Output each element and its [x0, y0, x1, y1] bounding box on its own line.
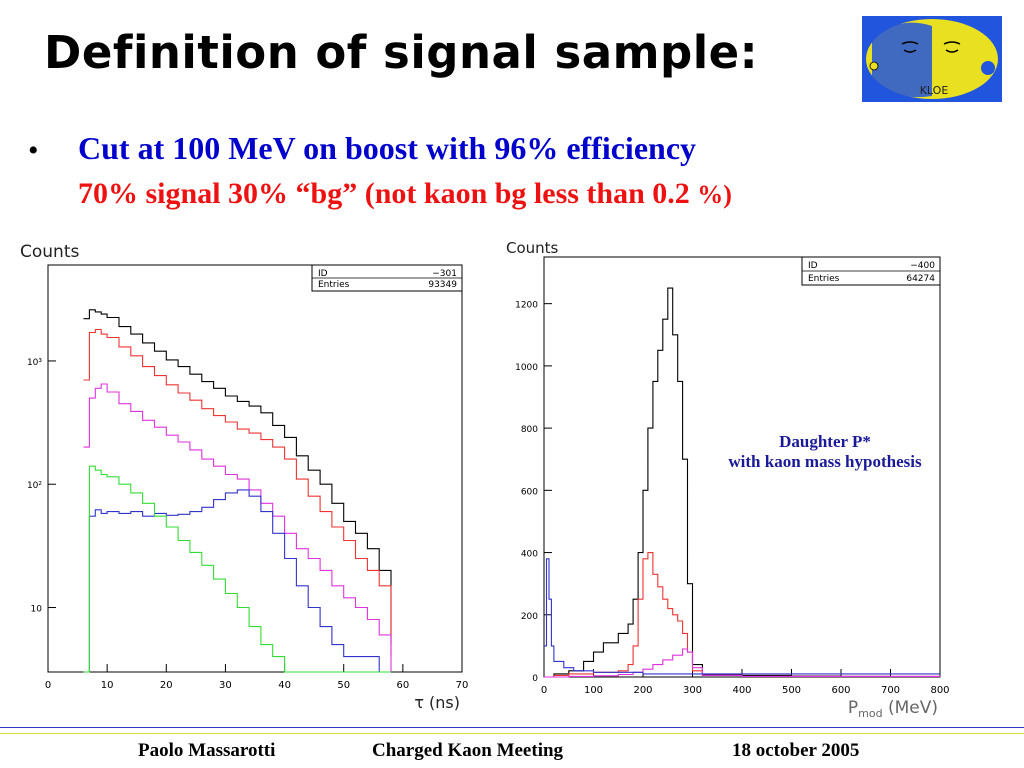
x-axis-label-main: P — [848, 698, 858, 718]
footer-meeting: Charged Kaon Meeting — [372, 740, 564, 761]
x-tick-label: 400 — [732, 685, 751, 696]
x-tick-label: 600 — [831, 685, 850, 696]
plot-frame — [47, 264, 463, 673]
stats-id-value: −301 — [432, 269, 457, 279]
x-tick-label: 60 — [396, 680, 409, 691]
x-tick-label: 200 — [633, 685, 652, 696]
x-tick-label: 20 — [160, 680, 173, 691]
x-tick-label: 500 — [782, 685, 801, 696]
x-tick-label: 30 — [219, 680, 232, 691]
footer-rule-blue — [0, 727, 1024, 728]
bullet-marker: • — [28, 134, 39, 167]
y-tick-label: 10 — [31, 605, 43, 615]
stats-entries-label: Entries — [808, 274, 840, 284]
x-tick-label: 0 — [541, 685, 547, 696]
chart-momentum: Counts 0 100 200 300 400 500 600 700 800 0 200 400 60… — [506, 239, 950, 720]
x-tick-label: 70 — [456, 680, 469, 691]
footer-date: 18 october 2005 — [732, 740, 860, 761]
chart-lifetime: Counts 0 10 20 30 40 50 60 70 10 10² 10³ ID −301 Entri… — [20, 242, 469, 712]
x-axis-label-sub: mod — [858, 707, 882, 720]
x-tick-label: 0 — [45, 680, 51, 691]
x-axis-label-unit: (MeV) — [883, 698, 938, 718]
x-tick-label: 100 — [584, 685, 603, 696]
series-line-3 — [544, 558, 940, 675]
y-tick-label: 10² — [27, 481, 42, 491]
x-axis-label: Pmod (MeV) — [848, 698, 938, 720]
bullet-line-2-pct: % — [697, 180, 724, 209]
y-axis-label: Counts — [20, 242, 79, 262]
series-line-1 — [83, 328, 392, 657]
bullet-line-2-close: ) — [723, 180, 732, 209]
stats-entries-label: Entries — [318, 280, 350, 290]
x-tick-label: 50 — [337, 680, 350, 691]
y-tick-label: 800 — [521, 425, 538, 435]
x-tick-label: 300 — [683, 685, 702, 696]
series-line-3 — [83, 489, 391, 673]
x-tick-label: 700 — [881, 685, 900, 696]
y-tick-label: 1000 — [515, 363, 538, 373]
stats-entries-value: 64274 — [906, 274, 935, 284]
y-tick-label: 1200 — [515, 301, 538, 311]
series-line-2 — [544, 648, 941, 678]
kloe-logo: KLOE — [862, 16, 1002, 102]
y-tick-label: 0 — [532, 674, 538, 684]
bullet-line-1: Cut at 100 MeV on boost with 96% efficie… — [78, 130, 697, 166]
page-title: Definition of signal sample: — [44, 26, 759, 79]
annotation-line-1: Daughter P* — [779, 432, 871, 451]
annotation-line-2: with kaon mass hypothesis — [728, 452, 922, 471]
x-tick-label: 10 — [101, 680, 114, 691]
stats-id-label: ID — [318, 269, 328, 279]
series-line-2 — [83, 383, 392, 672]
footer-rule-yellow — [0, 733, 1024, 734]
x-tick-label: 40 — [278, 680, 291, 691]
x-axis-label: τ (ns) — [414, 693, 460, 712]
y-tick-label: 200 — [521, 612, 538, 622]
y-tick-label: 10³ — [27, 358, 42, 368]
stats-entries-value: 93349 — [428, 280, 457, 290]
stats-id-value: −400 — [910, 261, 935, 271]
series-line-1 — [544, 552, 941, 678]
logo-face-left — [872, 22, 932, 98]
bullet-line-2-main: 70% signal 30% “bg” (not kaon bg less th… — [78, 177, 698, 210]
series-line-4 — [83, 465, 391, 673]
chart-annotation: Daughter P* with kaon mass hypothesis — [690, 432, 960, 472]
footer-author: Paolo Massarotti — [138, 740, 276, 761]
y-tick-label: 600 — [521, 487, 538, 497]
x-tick-label: 800 — [930, 685, 949, 696]
y-axis-label: Counts — [506, 239, 559, 257]
series-line-0 — [544, 287, 941, 678]
series-line-0 — [83, 309, 392, 645]
bullet-line-2: 70% signal 30% “bg” (not kaon bg less th… — [78, 177, 732, 211]
stats-id-label: ID — [808, 261, 818, 271]
logo-text: KLOE — [920, 84, 949, 97]
y-tick-label: 400 — [521, 550, 538, 560]
